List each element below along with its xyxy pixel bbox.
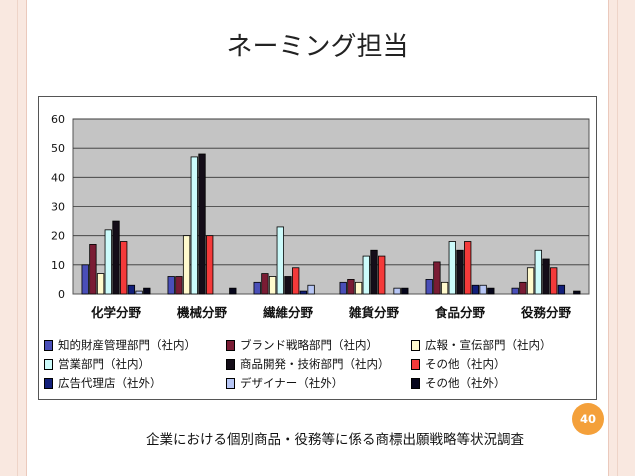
bar xyxy=(526,267,535,295)
slide-title: ネーミング担当 xyxy=(226,32,409,62)
bar xyxy=(284,276,292,295)
legend-label: 広報・宣伝部門（社内） xyxy=(425,338,552,352)
slide-left-border xyxy=(0,0,27,476)
legend-item: 商品開発・技術部門（社内） xyxy=(226,356,390,374)
legend-swatch xyxy=(411,339,420,351)
x-category-label: 化学分野 xyxy=(91,305,142,320)
x-category-label: 雑貨分野 xyxy=(348,305,400,320)
bar xyxy=(487,287,495,295)
bar xyxy=(370,249,378,295)
legend-swatch xyxy=(226,358,235,370)
bar xyxy=(167,276,175,295)
bar xyxy=(276,226,284,295)
legend-swatch xyxy=(226,339,235,351)
bar xyxy=(354,281,363,295)
legend-swatch xyxy=(44,377,53,389)
legend-label: 知的財産管理部門（社内） xyxy=(58,338,196,352)
bar xyxy=(190,156,198,295)
bar xyxy=(573,290,581,295)
bar xyxy=(542,258,550,295)
legend-swatch xyxy=(411,358,420,370)
x-category-label: 食品分野 xyxy=(434,305,486,320)
y-tick-label: 30 xyxy=(51,201,65,214)
bar xyxy=(206,235,214,295)
bar xyxy=(550,267,558,295)
bar xyxy=(456,249,464,295)
legend-item: 知的財産管理部門（社内） xyxy=(44,337,196,355)
legend-swatch xyxy=(226,377,235,389)
x-category-label: 繊維分野 xyxy=(263,305,314,320)
legend-item: ブランド戦略部門（社内） xyxy=(226,337,378,355)
bar xyxy=(135,290,143,295)
bar xyxy=(464,241,472,295)
slide-right-border xyxy=(608,0,635,476)
legend-item: デザイナー（社外） xyxy=(226,375,343,393)
legend-item: その他（社外） xyxy=(411,375,506,393)
bar xyxy=(182,235,191,295)
x-category-label: 役務分野 xyxy=(521,305,572,320)
bar xyxy=(104,229,112,295)
bar xyxy=(112,220,120,295)
legend-item: 広報・宣伝部門（社内） xyxy=(411,337,552,355)
legend-swatch xyxy=(411,377,420,389)
bar xyxy=(440,281,449,295)
legend-label: 広告代理店（社外） xyxy=(58,376,162,390)
legend-label: その他（社内） xyxy=(425,357,506,371)
legend-label: デザイナー（社外） xyxy=(240,376,344,390)
bar xyxy=(120,241,128,295)
y-tick-label: 10 xyxy=(51,259,65,272)
legend-swatch xyxy=(44,358,53,370)
legend-item: 広告代理店（社外） xyxy=(44,375,162,393)
bar xyxy=(401,287,409,295)
bar xyxy=(175,276,183,295)
bar xyxy=(393,287,401,295)
bar xyxy=(471,284,480,295)
page-number-badge: 40 xyxy=(572,403,604,435)
y-tick-label: 40 xyxy=(51,171,65,184)
legend-label: 営業部門（社内） xyxy=(58,357,150,371)
legend-label: ブランド戦略部門（社内） xyxy=(240,338,378,352)
bar xyxy=(81,264,89,295)
y-tick-label: 0 xyxy=(58,288,65,301)
bar xyxy=(307,284,315,295)
x-category-label: 機械分野 xyxy=(177,305,228,320)
legend-item: 営業部門（社内） xyxy=(44,356,150,374)
bar-chart: 0 10 20 30 40 50 60 化学分野 機械分野 繊維分野 雑貨分野 食品分野 役務分野 xyxy=(51,113,590,320)
bar xyxy=(198,153,206,295)
bar xyxy=(96,273,105,295)
bar xyxy=(268,276,277,295)
bar xyxy=(143,287,151,295)
bar xyxy=(292,267,300,295)
bar xyxy=(347,279,355,295)
bar xyxy=(479,284,487,295)
bar xyxy=(261,273,269,295)
bar xyxy=(299,290,308,295)
bar xyxy=(229,287,237,295)
bar xyxy=(534,249,542,295)
bar xyxy=(127,284,136,295)
bar xyxy=(362,255,370,295)
bar xyxy=(433,261,441,295)
legend-item: その他（社内） xyxy=(411,356,506,374)
slide-footer: 企業における個別商品・役務等に係る商標出願戦略等状況調査 xyxy=(146,432,524,448)
bar xyxy=(89,244,97,295)
bar xyxy=(519,281,527,295)
bar xyxy=(378,255,386,295)
y-tick-label: 60 xyxy=(51,113,65,126)
chart-frame: 0 10 20 30 40 50 60 化学分野 機械分野 繊維分野 雑貨分野 食品分野 役務分野 xyxy=(38,96,597,400)
bar xyxy=(557,284,566,295)
y-tick-label: 50 xyxy=(51,142,65,155)
legend-label: 商品開発・技術部門（社内） xyxy=(240,357,390,371)
bar xyxy=(511,287,519,295)
y-tick-label: 20 xyxy=(51,230,65,243)
legend-swatch xyxy=(44,339,53,351)
legend-label: その他（社外） xyxy=(425,376,506,390)
bar xyxy=(339,281,347,295)
bar xyxy=(448,241,456,295)
bar xyxy=(253,281,261,295)
bar xyxy=(425,279,433,295)
